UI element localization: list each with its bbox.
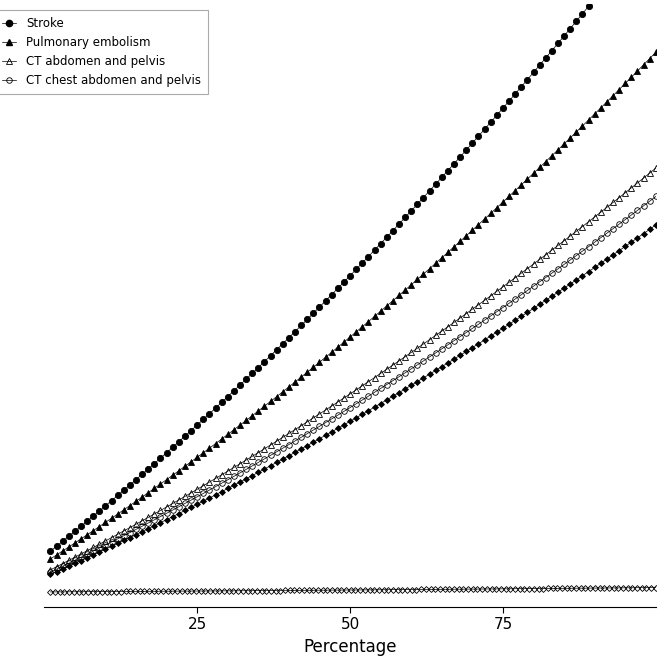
Legend: Stroke, Pulmonary embolism, CT abdomen and pelvis, CT chest abdomen and pelvis: Stroke, Pulmonary embolism, CT abdomen a… [0,10,208,94]
X-axis label: Percentage: Percentage [304,638,397,656]
